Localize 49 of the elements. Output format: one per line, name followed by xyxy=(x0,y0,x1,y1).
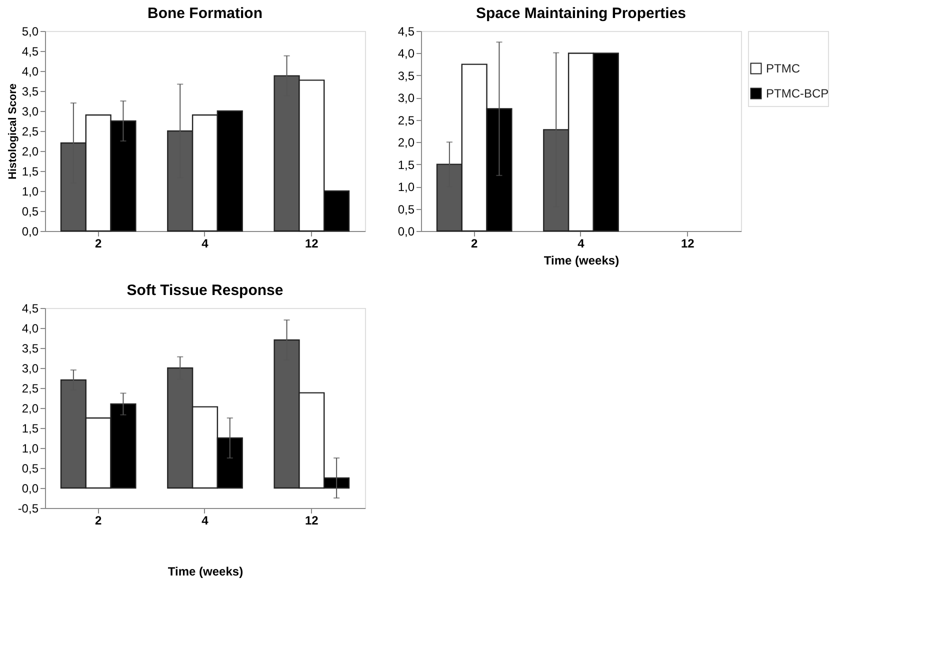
x-tick-label: 2 xyxy=(470,236,478,250)
x-tick-label: 12 xyxy=(680,236,695,250)
x-tick-label: 4 xyxy=(578,236,585,250)
y-tick-label: 3,5 xyxy=(22,84,39,98)
x-tick-label: 2 xyxy=(94,236,102,250)
y-tick-label: 3,5 xyxy=(22,342,39,356)
y-tick-label: 3,0 xyxy=(398,91,415,106)
y-tick-label: -0,5 xyxy=(18,502,39,516)
y-tick-label: 2,5 xyxy=(22,124,39,138)
y-tick-label: 2,0 xyxy=(22,402,39,416)
y-tick-label: 4,0 xyxy=(22,64,39,78)
y-tick-label: 0,0 xyxy=(22,482,39,496)
x-tick-label: 4 xyxy=(202,514,209,528)
y-tick-label: 0,5 xyxy=(398,202,415,216)
chart-title: Bone Formation xyxy=(148,5,262,22)
y-tick-label: 1,5 xyxy=(398,158,415,172)
y-tick-label: 3,0 xyxy=(22,104,39,118)
chart-title: Space Maintaining Properties xyxy=(476,5,686,22)
y-tick-label: 4,5 xyxy=(22,44,39,58)
y-tick-label: 1,5 xyxy=(22,422,39,436)
x-axis-title: Time (weeks) xyxy=(168,564,244,578)
y-tick-label: 2,5 xyxy=(398,113,415,128)
y-tick-label: 0,5 xyxy=(22,204,39,218)
y-tick-label: 1,5 xyxy=(22,164,39,178)
y-tick-label: 2,0 xyxy=(22,144,39,158)
y-tick-label: 4,5 xyxy=(22,302,39,316)
y-tick-label: 0,0 xyxy=(22,224,39,238)
x-tick-label: 2 xyxy=(94,514,102,528)
chart-title: Soft Tissue Response xyxy=(126,282,284,299)
legend-label: PTMC xyxy=(766,62,800,76)
y-tick-label: 4,0 xyxy=(22,322,39,336)
y-tick-label: 3,5 xyxy=(398,68,415,83)
y-tick-label: 0,5 xyxy=(22,462,39,476)
x-tick-label: 4 xyxy=(202,236,209,250)
y-tick-label: 5,0 xyxy=(22,24,39,38)
x-axis-title: Time (weeks) xyxy=(544,254,620,268)
y-axis-title: Histological Score xyxy=(6,84,19,180)
y-tick-label: 1,0 xyxy=(398,180,415,194)
y-tick-label: 0,0 xyxy=(398,224,415,238)
y-tick-label: 4,0 xyxy=(398,46,415,61)
y-tick-label: 2,0 xyxy=(398,136,415,150)
legend-label: PTMC-BCP xyxy=(766,86,829,100)
y-tick-label: 2,5 xyxy=(22,382,39,396)
x-tick-label: 12 xyxy=(304,236,319,250)
y-tick-label: 1,0 xyxy=(22,184,39,198)
x-tick-label: 12 xyxy=(304,514,319,528)
y-tick-label: 4,5 xyxy=(398,24,415,38)
y-tick-label: 3,0 xyxy=(22,362,39,376)
y-tick-label: 1,0 xyxy=(22,442,39,456)
